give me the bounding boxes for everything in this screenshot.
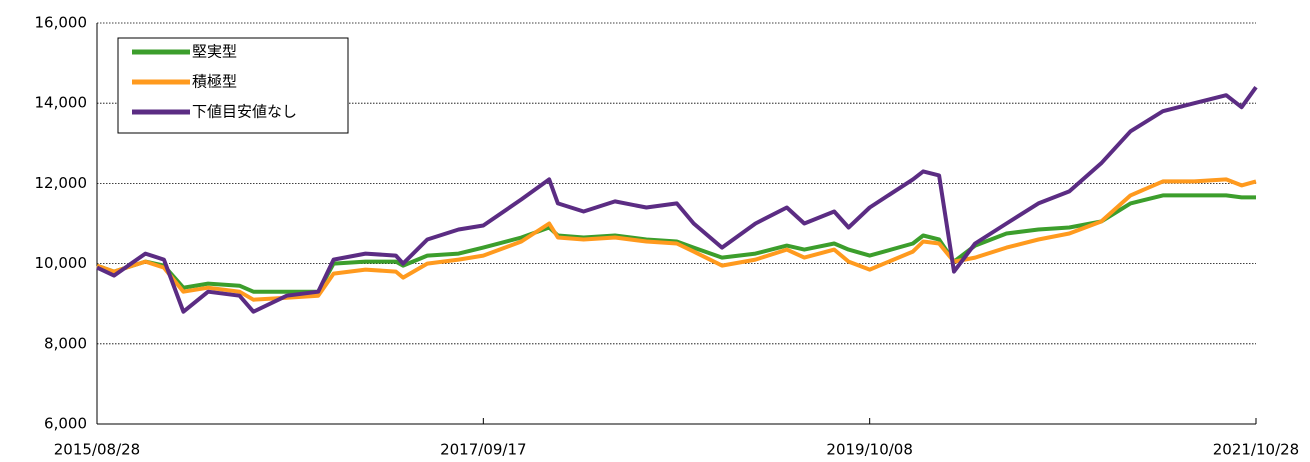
legend-label: 下値目安値なし bbox=[192, 103, 297, 121]
x-tick-label: 2021/10/28 bbox=[1213, 441, 1299, 459]
y-tick-label: 12,000 bbox=[35, 174, 88, 192]
y-tick-label: 6,000 bbox=[44, 415, 87, 433]
legend-label: 積極型 bbox=[192, 73, 237, 91]
y-tick-label: 8,000 bbox=[44, 334, 87, 352]
legend-label: 堅実型 bbox=[192, 43, 237, 61]
y-tick-label: 16,000 bbox=[35, 14, 88, 32]
x-tick-label: 2019/10/08 bbox=[826, 441, 912, 459]
x-tick-label: 2015/08/28 bbox=[54, 441, 140, 459]
series-line bbox=[96, 86, 1258, 314]
x-tick-label: 2017/09/17 bbox=[440, 441, 526, 459]
y-tick-label: 10,000 bbox=[35, 254, 88, 272]
series-line bbox=[96, 177, 1257, 302]
y-tick-label: 14,000 bbox=[35, 94, 88, 112]
